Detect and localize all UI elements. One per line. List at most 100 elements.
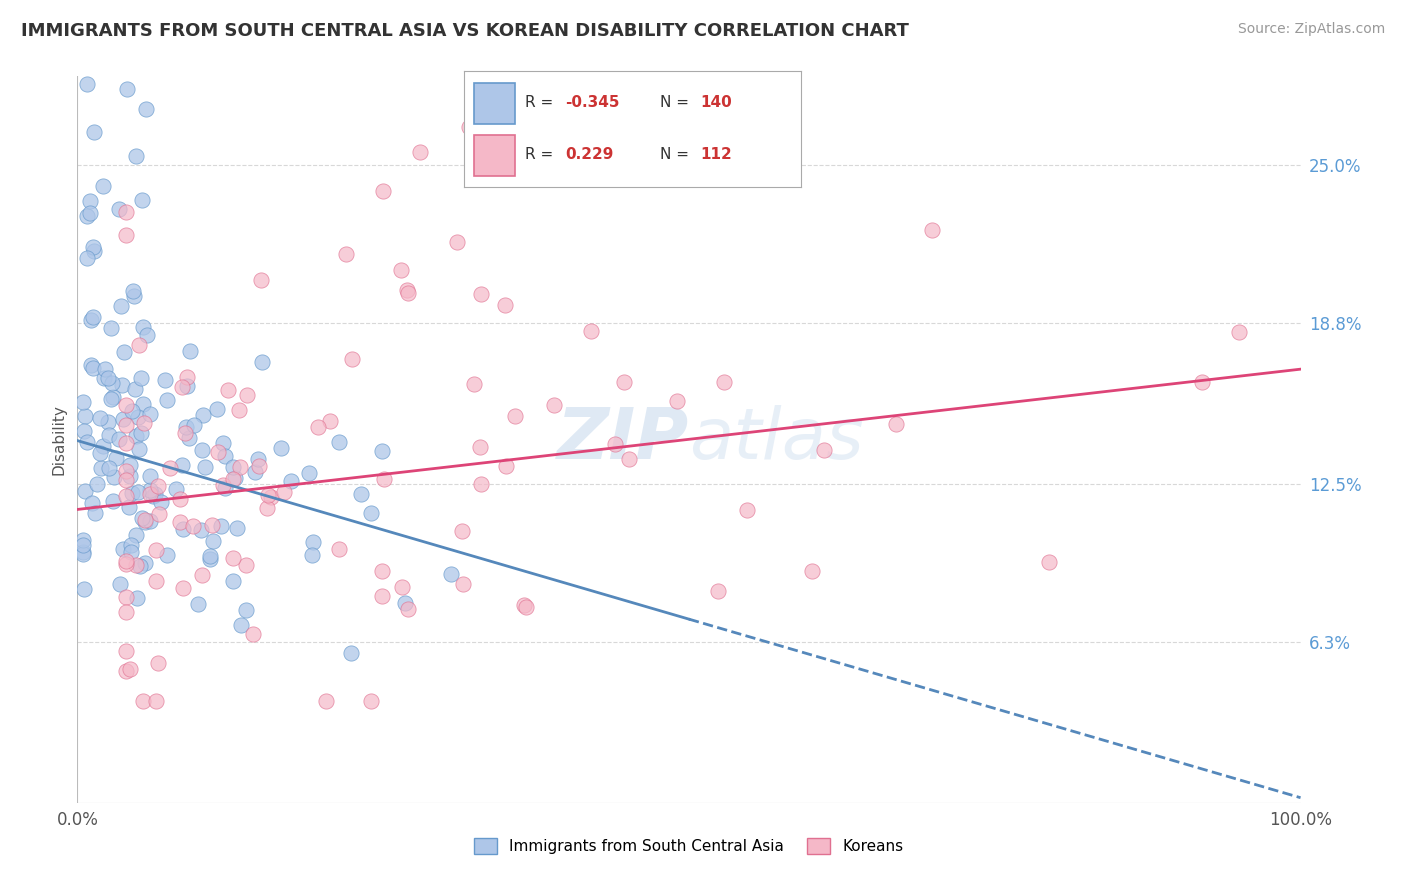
Point [111,412,134,426]
Point [103,494,125,508]
Point [235,558,257,573]
Point [921,223,943,237]
Text: Source: ZipAtlas.com: Source: ZipAtlas.com [1237,22,1385,37]
Point [187,597,209,611]
Point [145,543,167,558]
Point [503,409,526,424]
Point [172,380,194,394]
FancyBboxPatch shape [474,135,515,176]
Point [214,481,236,495]
Point [801,564,824,578]
Point [146,656,169,670]
Point [391,580,413,594]
Point [270,441,292,455]
Point [174,426,197,441]
Point [118,662,141,676]
Point [107,202,129,217]
Point [115,82,138,96]
Text: 140: 140 [700,95,733,111]
Point [131,510,153,524]
Point [83,125,105,139]
Point [127,485,149,500]
Point [256,501,278,516]
Point [80,358,103,372]
Point [446,235,468,249]
Point [76,77,98,91]
Point [531,170,554,185]
Point [139,483,162,497]
Point [242,626,264,640]
Point [110,299,132,313]
Point [138,407,160,421]
Point [451,524,474,539]
Point [72,545,94,559]
Point [112,345,135,359]
Point [89,410,111,425]
Point [183,417,205,432]
Point [76,210,98,224]
Point [143,487,166,501]
Point [115,590,138,604]
Point [104,451,127,466]
Point [72,395,94,409]
Point [371,184,394,198]
Text: 112: 112 [700,147,733,162]
Point [108,577,131,591]
Point [76,435,98,450]
Point [83,244,105,259]
Point [149,495,172,509]
Point [212,436,235,450]
Point [115,464,138,478]
Point [371,589,394,603]
Text: R =: R = [524,147,562,162]
Point [307,419,329,434]
Point [194,460,217,475]
Point [257,488,280,502]
Point [617,452,640,467]
Point [127,591,149,605]
Point [132,320,155,334]
Point [172,581,194,595]
Point [72,538,94,552]
Point [250,273,273,287]
Point [136,51,159,65]
Point [371,564,394,578]
Point [128,442,150,457]
Point [82,310,104,324]
Point [121,404,143,418]
Point [73,409,96,423]
Point [120,545,142,559]
Point [82,360,104,375]
Point [212,477,235,491]
Text: IMMIGRANTS FROM SOUTH CENTRAL ASIA VS KOREAN DISABILITY CORRELATION CHART: IMMIGRANTS FROM SOUTH CENTRAL ASIA VS KO… [21,22,908,40]
Point [190,443,212,458]
Point [75,483,97,498]
Point [440,567,463,582]
Point [1191,375,1213,389]
Point [236,388,259,402]
Point [93,371,115,385]
Point [813,443,835,458]
Point [468,440,491,454]
Point [886,417,908,431]
Point [73,582,96,597]
Point [181,518,204,533]
Point [666,393,689,408]
Point [396,602,419,616]
Point [121,284,143,298]
Point [76,251,98,265]
Point [301,549,323,563]
Point [177,431,200,445]
Point [97,427,120,442]
Point [190,523,212,537]
Point [73,425,96,439]
Point [1229,325,1251,339]
Text: N =: N = [659,147,693,162]
Point [273,484,295,499]
Point [396,285,419,300]
Point [115,644,138,658]
Point [222,551,245,566]
Point [228,403,250,417]
Point [145,694,167,708]
Point [115,474,138,488]
